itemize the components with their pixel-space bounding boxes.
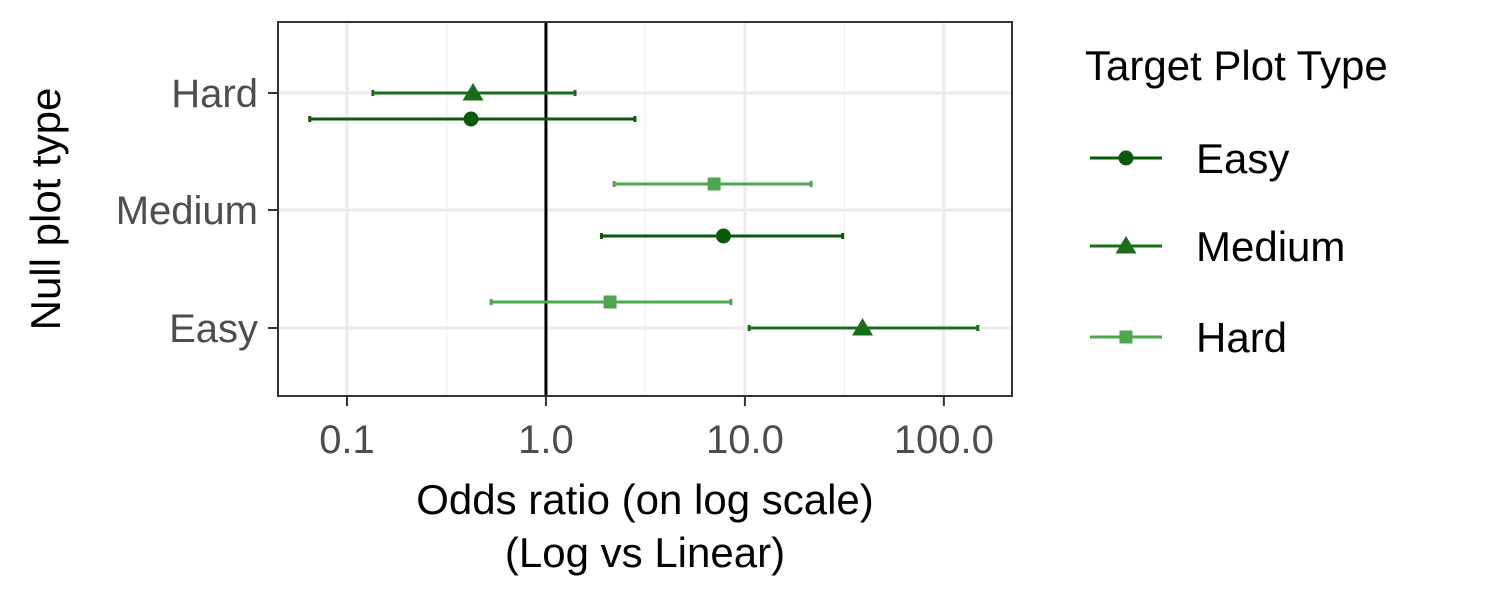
legend-marker-circle <box>1118 150 1134 166</box>
x-axis-subtitle: (Log vs Linear) <box>505 529 785 576</box>
legend-entry-hard: Hard <box>1090 314 1287 361</box>
x-tick-label: 0.1 <box>319 418 375 462</box>
axes: 0.1 1.0 10.0 100.0 Easy Medium Hard <box>116 72 994 462</box>
point-triangle <box>462 83 484 101</box>
x-tick-label: 100.0 <box>894 418 994 462</box>
y-tick-label: Hard <box>171 72 258 116</box>
point-triangle <box>852 318 874 336</box>
y-axis-title: Null plot type <box>22 88 69 331</box>
point-circle <box>715 228 731 244</box>
x-tick-label: 10.0 <box>706 418 784 462</box>
legend-title: Target Plot Type <box>1085 42 1388 89</box>
legend-marker-triangle <box>1115 236 1137 254</box>
y-tick-label: Medium <box>116 189 258 233</box>
legend-entry-medium: Medium <box>1090 223 1345 270</box>
legend-entry-easy: Easy <box>1090 135 1289 182</box>
y-tick-label: Easy <box>169 307 258 351</box>
series-easy <box>308 111 845 244</box>
point-square <box>603 295 617 309</box>
point-square <box>707 177 721 191</box>
series-medium <box>371 83 980 336</box>
legend-label: Medium <box>1196 223 1345 270</box>
x-axis-title: Odds ratio (on log scale) <box>416 476 874 523</box>
legend-label: Hard <box>1196 314 1287 361</box>
series-hard <box>489 177 813 309</box>
legend-label: Easy <box>1196 135 1289 182</box>
series-layer <box>308 83 980 336</box>
grid-lines <box>278 22 1012 396</box>
legend: Target Plot Type Easy Medium Hard <box>1085 42 1388 361</box>
point-circle <box>463 111 479 127</box>
legend-marker-square <box>1119 330 1133 344</box>
x-tick-label: 1.0 <box>518 418 574 462</box>
